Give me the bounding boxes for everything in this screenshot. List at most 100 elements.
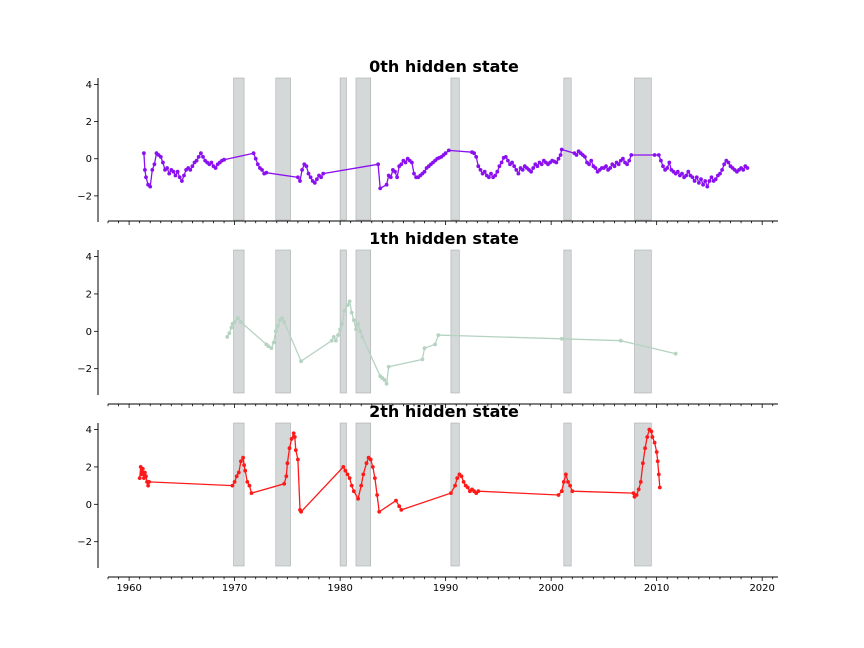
data-point <box>255 162 260 167</box>
data-point <box>675 169 680 174</box>
shaded-period <box>634 249 652 394</box>
data-point <box>142 151 146 156</box>
data-point <box>356 321 360 326</box>
shaded-period <box>355 422 372 567</box>
data-point <box>455 476 460 480</box>
data-point <box>354 327 358 332</box>
shaded-period <box>450 77 460 221</box>
data-point <box>394 498 398 503</box>
data-point <box>697 181 701 185</box>
data-point <box>209 160 214 165</box>
data-point <box>361 472 366 477</box>
data-point <box>446 148 451 153</box>
data-point <box>618 338 623 343</box>
x-tick-label: 2020 <box>749 583 774 594</box>
data-point <box>722 162 727 167</box>
data-point <box>140 466 145 471</box>
data-point <box>341 465 346 469</box>
data-point <box>368 457 373 462</box>
data-point <box>512 164 517 169</box>
series-markers <box>142 147 750 191</box>
data-point <box>645 435 650 439</box>
data-point <box>701 182 705 187</box>
data-point <box>242 463 247 467</box>
data-point <box>487 175 491 180</box>
panel-title: 0th hidden state <box>369 57 519 76</box>
data-point <box>347 299 352 304</box>
data-point <box>449 491 453 495</box>
data-point <box>213 166 218 170</box>
y-tick-label: 2 <box>86 117 92 128</box>
data-point <box>300 168 304 172</box>
data-point <box>482 169 487 174</box>
data-point <box>570 489 575 494</box>
data-point <box>158 155 163 159</box>
data-point <box>612 164 617 169</box>
data-point <box>652 153 657 157</box>
data-point <box>239 320 243 324</box>
shaded-period <box>355 77 372 221</box>
data-point <box>293 448 298 452</box>
data-point <box>161 160 165 165</box>
shaded-period <box>275 422 291 567</box>
data-point <box>266 344 271 349</box>
data-point <box>673 351 678 356</box>
data-point <box>459 474 464 479</box>
data-point <box>574 153 579 157</box>
data-point <box>239 459 243 464</box>
data-point <box>403 160 408 165</box>
data-point <box>234 474 239 479</box>
data-point <box>251 151 256 156</box>
data-point <box>171 169 176 174</box>
data-point <box>345 303 350 307</box>
data-point <box>298 179 302 183</box>
data-point <box>641 461 645 466</box>
data-point <box>236 470 241 475</box>
shaded-period <box>233 422 245 567</box>
x-ticks <box>107 404 774 408</box>
data-point <box>655 459 660 464</box>
shaded-period <box>339 249 347 394</box>
data-point <box>299 359 303 364</box>
data-point <box>139 472 144 477</box>
y-tick-label: 4 <box>86 252 92 263</box>
data-point <box>360 335 365 339</box>
data-point <box>649 429 654 434</box>
panel-1th-hidden-state: −2 0 2 4 1th hidden state <box>77 229 778 408</box>
data-point <box>659 158 663 163</box>
data-point <box>399 508 404 512</box>
data-point <box>558 153 563 157</box>
data-point <box>559 336 564 341</box>
data-point <box>376 162 380 167</box>
data-point <box>627 158 632 163</box>
data-point <box>152 162 157 167</box>
data-point <box>143 168 147 172</box>
data-point <box>384 182 389 187</box>
data-point <box>657 485 662 490</box>
data-point <box>386 364 391 369</box>
data-point <box>499 160 504 165</box>
data-point <box>604 164 608 169</box>
data-point <box>137 476 142 480</box>
data-point <box>616 162 621 167</box>
data-point <box>699 177 703 182</box>
data-point <box>378 186 383 191</box>
data-point <box>638 480 643 484</box>
data-point <box>399 162 404 167</box>
data-point <box>561 480 566 484</box>
data-point <box>245 480 250 484</box>
data-point <box>306 171 311 176</box>
data-point <box>556 493 561 497</box>
x-tick-label: 1960 <box>116 583 141 594</box>
shaded-period <box>339 422 347 567</box>
data-point <box>150 168 155 172</box>
data-point <box>253 156 258 161</box>
shaded-periods <box>233 77 652 221</box>
data-point <box>359 483 364 488</box>
data-point <box>343 468 348 473</box>
data-point <box>180 179 184 183</box>
x-tick-label: 1970 <box>222 583 247 594</box>
data-point <box>349 310 354 315</box>
data-point <box>514 168 519 172</box>
x-ticks <box>107 221 774 225</box>
